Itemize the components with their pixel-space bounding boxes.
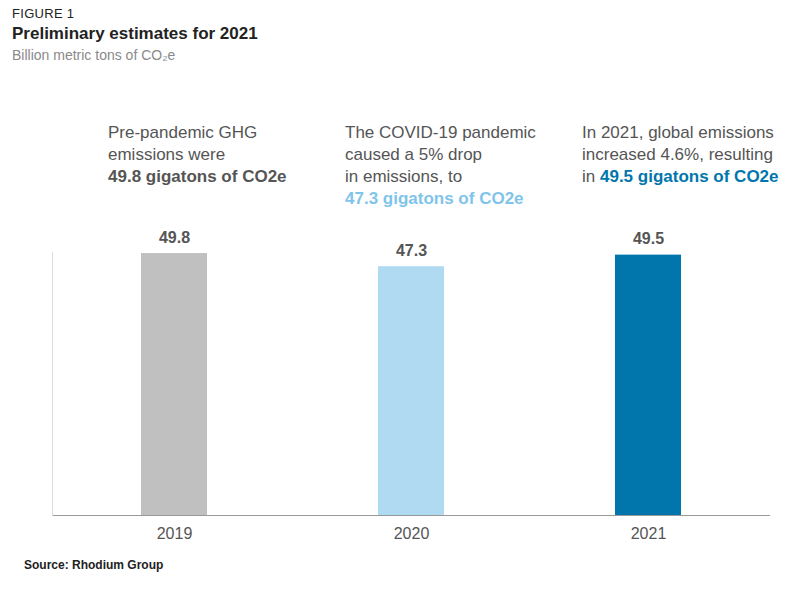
html-text:Billion metric tons of CO₂e: Billion metric tons of CO₂e	[12, 47, 176, 63]
html-text:Source: Rhodium Group: Source: Rhodium Group	[24, 558, 164, 572]
html-text:caused a 5% drop: caused a 5% drop	[345, 145, 482, 164]
html-text:Pre-pandemic GHG: Pre-pandemic GHG	[108, 123, 258, 142]
html-text:In 2021, global emissions: In 2021, global emissions	[582, 123, 774, 142]
svg-text:49.8: 49.8	[159, 229, 190, 246]
html-text:in 49.5 gigatons of CO2e: in 49.5 gigatons of CO2e	[582, 167, 779, 186]
svg-text:2019: 2019	[157, 525, 193, 542]
svg-text:49.5: 49.5	[633, 230, 664, 247]
html-text:49.8 gigatons of CO2e: 49.8 gigatons of CO2e	[108, 167, 287, 186]
html-text:The COVID-19 pandemic: The COVID-19 pandemic	[345, 123, 536, 142]
svg-text:2020: 2020	[394, 525, 430, 542]
html-text:emissions were: emissions were	[108, 145, 226, 164]
html-text:Preliminary estimates for 2021: Preliminary estimates for 2021	[12, 24, 258, 43]
html-text:47.3 gigatons of CO2e: 47.3 gigatons of CO2e	[345, 189, 524, 208]
svg-text:2021: 2021	[631, 525, 667, 542]
html-text:FIGURE 1: FIGURE 1	[12, 6, 75, 21]
svg-text:47.3: 47.3	[396, 242, 427, 259]
html-text:increased 4.6%, resulting: increased 4.6%, resulting	[582, 145, 773, 164]
html-text:in emissions, to: in emissions, to	[345, 167, 463, 186]
